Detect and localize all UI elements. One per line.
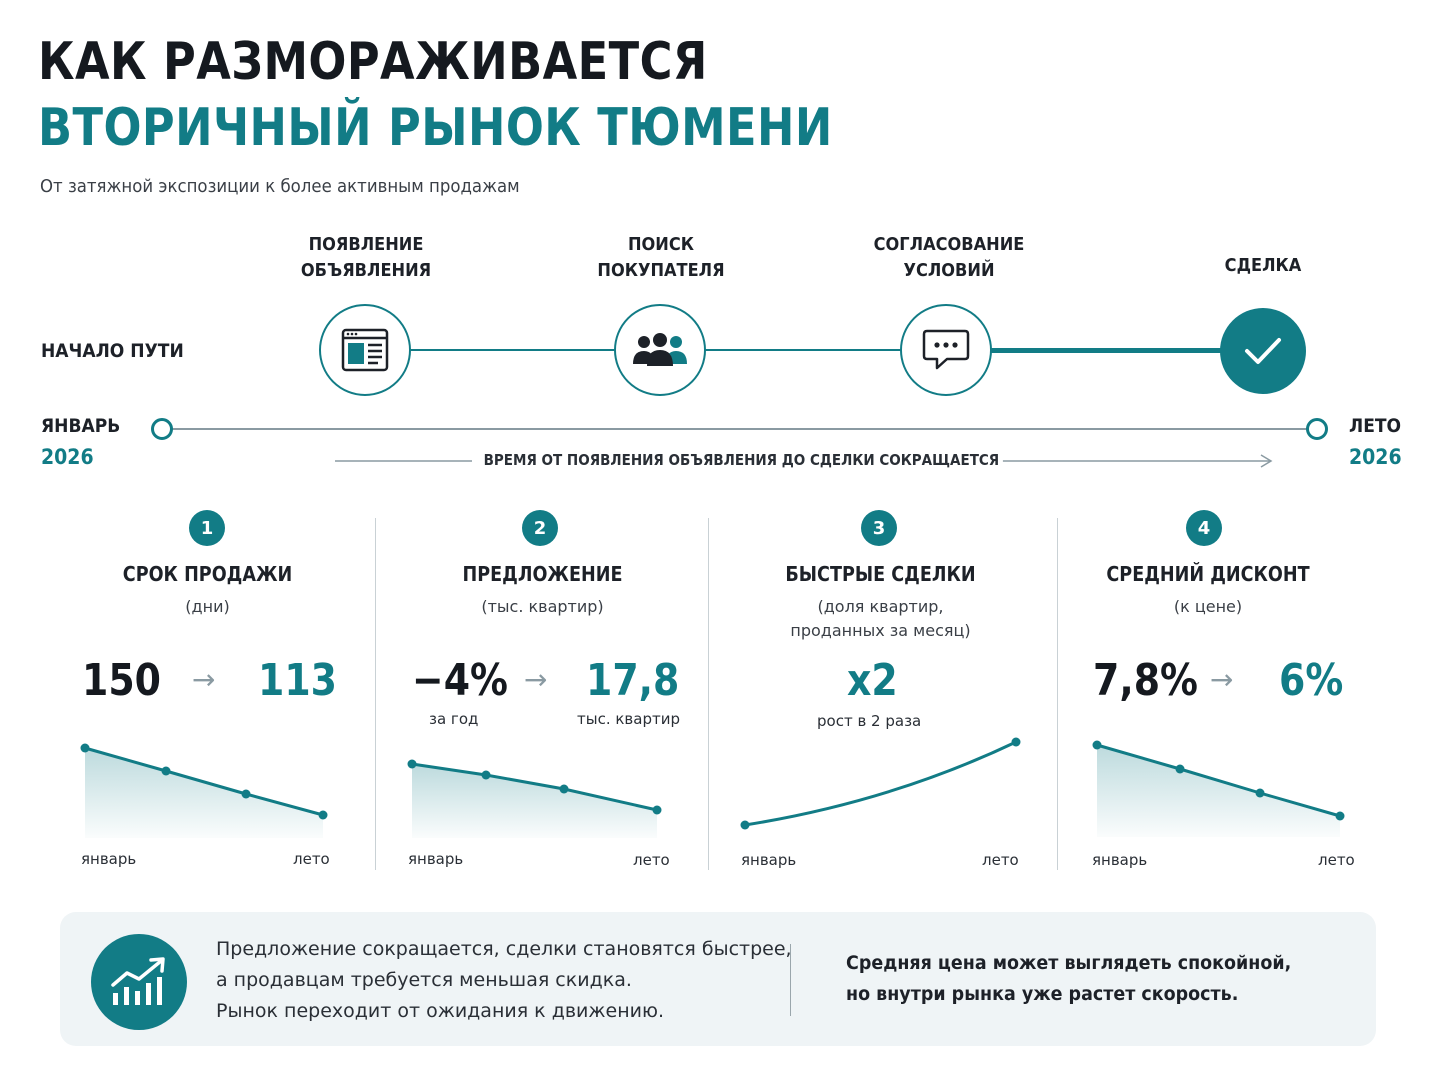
axis-end-label: лето [1318,851,1355,869]
metric-panel-fast-deals: 3 БЫСТРЫЕ СДЕЛКИ (доля квартир, проданны… [728,505,1033,875]
step-label-deal: СДЕЛКА [1173,253,1353,279]
metric-from-value: 150 [82,655,161,706]
step-label-listing: ПОЯВЛЕНИЕ ОБЪЯВЛЕНИЯ [276,232,456,284]
metric-subtitle: (дни) [185,597,230,616]
metric-title: СРОК ПРОДАЖИ [122,562,293,586]
journey-connector [410,349,616,351]
timeline-end-marker [1306,418,1328,440]
metric-value-note: рост в 2 раза [817,712,922,730]
step-label-negotiation: СОГЛАСОВАНИЕ УСЛОВИЙ [859,232,1039,284]
metric-to-note: тыс. квартир [577,710,680,728]
step-label-buyer-search: ПОИСК ПОКУПАТЕЛЯ [571,232,751,284]
step-label-line: ОБЪЯВЛЕНИЯ [300,260,432,281]
step-negotiation [900,304,992,396]
metric-trend-chart [740,737,1021,830]
summary-text-line: Рынок переходит от ожидания к движению. [216,1000,664,1022]
step-deal [1220,308,1306,394]
chat-icon [922,329,970,370]
summary-highlight-line: но внутри рынка уже растет скорость. [846,983,1239,1005]
axis-start-label: январь [1092,851,1148,869]
metric-title: ПРЕДЛОЖЕНИЕ [462,562,623,586]
metric-number-badge: 1 [189,510,225,546]
metric-panel-sale-time: 1 СРОК ПРОДАЖИ (дни) 150 → 113 январь ле… [60,505,355,875]
summary-highlight-line: Средняя цена может выглядеть спокойной, [846,952,1292,974]
listing-icon [341,328,389,372]
growth-chart-icon [111,957,165,1005]
metric-value: x2 [847,655,898,706]
timeline-caption: ВРЕМЯ ОТ ПОЯВЛЕНИЯ ОБЪЯВЛЕНИЯ ДО СДЕЛКИ … [480,451,1003,469]
people-icon [633,333,687,366]
journey-connector [705,349,903,351]
metric-subtitle: (тыс. квартир) [481,597,604,616]
axis-end-label: лето [293,850,330,868]
summary-text-line: а продавцам требуется меньшая скидка. [216,969,632,991]
timeline-end-month: ЛЕТО [1349,415,1402,437]
metric-trend-chart [80,743,328,838]
step-label-line: СДЕЛКА [1224,255,1302,276]
metric-to-value: 113 [258,655,337,706]
timeline-arrow [335,454,1273,468]
timeline-start-marker [151,418,173,440]
step-label-line: СОГЛАСОВАНИЕ [873,234,1025,255]
metric-title: БЫСТРЫЕ СДЕЛКИ [785,562,976,586]
axis-start-label: январь [81,850,137,868]
metric-from-value: −4% [412,655,508,706]
metric-panel-discount: 4 СРЕДНИЙ ДИСКОНТ (к цене) 7,8% → 6% янв… [1077,505,1377,875]
metric-to-value: 6% [1279,655,1344,706]
page-title-line2: ВТОРИЧНЫЙ РЫНОК ТЮМЕНИ [38,98,833,158]
timeline-start-month: ЯНВАРЬ [41,415,121,437]
summary-icon-circle [91,934,187,1030]
step-buyer-search [614,304,706,396]
step-listing [319,304,411,396]
metric-title: СРЕДНИЙ ДИСКОНТ [1106,562,1310,586]
metric-subtitle: (доля квартир, проданных за месяц) [790,597,971,640]
check-icon [1245,338,1281,364]
summary-divider [790,944,791,1016]
timeline-end-year: 2026 [1349,445,1402,469]
metric-from-value: 7,8% [1093,655,1198,706]
metric-number-badge: 3 [861,510,897,546]
metric-number-badge: 2 [522,510,558,546]
axis-start-label: январь [408,850,464,868]
panel-divider [708,518,709,870]
arrow-right-icon: → [192,663,216,696]
axis-end-label: лето [982,851,1019,869]
step-label-line: ПОЯВЛЕНИЕ [308,234,424,255]
metric-number-badge: 4 [1186,510,1222,546]
metric-subtitle: (к цене) [1173,597,1243,616]
step-label-line: УСЛОВИЙ [903,260,995,281]
step-label-line: ПОКУПАТЕЛЯ [597,260,725,281]
metric-to-value: 17,8 [586,655,680,706]
step-label-line: ПОИСК [627,234,695,255]
axis-end-label: лето [633,851,670,869]
journey-connector-active [990,348,1224,353]
arrow-right-icon: → [1210,663,1234,696]
timeline-start-year: 2026 [41,445,94,469]
panel-divider [375,518,376,870]
metric-trend-chart [1092,740,1345,837]
page-subtitle: От затяжной экспозиции к более активным … [40,176,520,197]
arrow-right-icon: → [524,663,548,696]
metric-from-note: за год [429,710,479,728]
axis-start-label: январь [741,851,797,869]
metric-trend-chart [407,759,662,838]
summary-box [60,912,1376,1046]
page-title-line1: КАК РАЗМОРАЖИВАЕТСЯ [38,32,708,92]
panel-divider [1057,518,1058,870]
journey-start-label: НАЧАЛО ПУТИ [41,340,184,362]
timeline-line [170,428,1310,430]
summary-text-line: Предложение сокращается, сделки становят… [216,938,792,960]
metric-panel-supply: 2 ПРЕДЛОЖЕНИЕ (тыс. квартир) −4% за год … [395,505,690,875]
